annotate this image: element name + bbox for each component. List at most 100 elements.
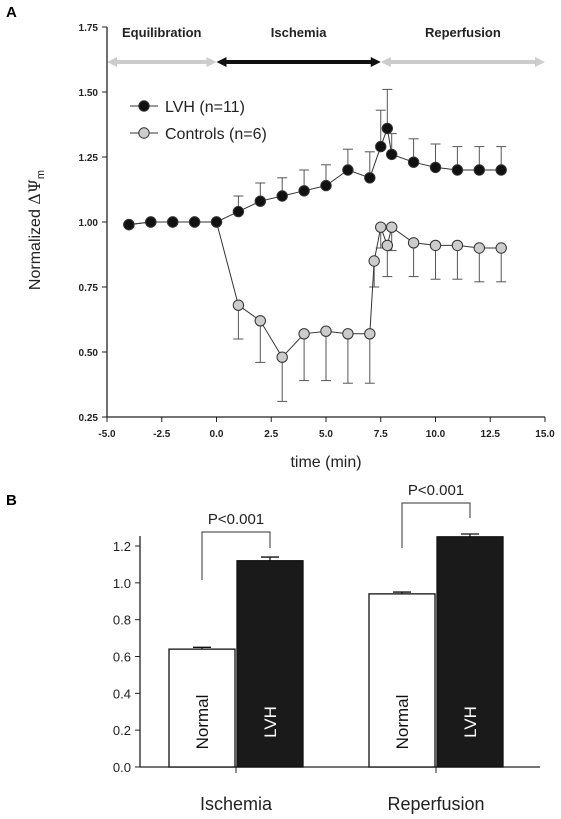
panel-b-bar-chart: 0.0 0.2 0.4 0.6 0.8 1.0 1.2 Ischemia Reperfusion… [113,482,540,814]
y-tick-label: 1.50 [79,88,99,99]
data-point [232,299,245,311]
p-value-ischemia: P<0.001 [208,511,264,528]
y-tick-label: 0.0 [113,760,131,775]
y-tick-label: 1.2 [113,539,131,554]
series-line [128,221,502,359]
significance-bracket-ischemia [201,531,271,580]
phase-label-ischemia: Ischemia [271,25,327,40]
data-point [381,122,394,135]
y-tick-label: 0.6 [113,650,131,665]
data-point [429,239,442,252]
legend-marker [138,100,150,112]
data-point [276,351,288,363]
x-tick-label: 5.0 [319,429,333,440]
data-point [451,164,464,176]
data-point [375,140,387,153]
bar-reperfusion-normal [368,593,436,768]
x-tick-label: 0.0 [210,429,224,440]
data-point [123,218,135,231]
y-tick-label: 0.2 [113,723,131,738]
x-tick-label: 2.5 [264,429,278,440]
bar-reperfusion-lvh [436,536,504,768]
y-tick-label: 0.4 [113,686,131,701]
bar-label-ischemia-normal: Normal [193,695,212,750]
data-point [298,185,310,197]
data-point [145,216,157,228]
phase-arrow-ischemia [216,57,381,67]
data-point [473,164,485,176]
data-point [188,216,201,228]
data-point [451,239,464,252]
data-point [298,328,310,340]
panel-a-legend: LVH (n=11) Controls (n=6) [130,99,267,143]
p-value-reperfusion: P<0.001 [408,482,464,499]
data-point [320,179,332,192]
y-tick-label: 0.25 [79,413,99,424]
panel-a-axes: 0.25 0.50 0.75 1.00 1.25 1.50 1.75 -5.0 -2.5 0.0 2… [79,23,556,440]
data-point [210,216,223,228]
panel-b-axes: 0.0 0.2 0.4 0.6 0.8 1.0 1.2 Ischemia Reperfusion [113,536,540,814]
panel-a-series [123,88,507,402]
y-tick-label: 0.75 [79,283,99,294]
series-controls [123,216,507,402]
data-point [429,161,442,174]
panel-b-bars: Normal LVH Normal LVH P<0.001 P<0.001 [168,482,504,768]
legend-marker [138,127,150,139]
x-tick-label: 7.5 [374,429,388,440]
bar-label-reperfusion-normal: Normal [393,695,412,750]
data-point [320,325,332,337]
data-point [495,164,507,176]
bar-label-ischemia-lvh: LVH [261,706,280,738]
x-tick-label: 12.5 [481,429,501,440]
legend-entry: LVH (n=11) [165,99,245,116]
bar-label-reperfusion-lvh: LVH [461,706,480,738]
y-tick-label: 1.0 [113,576,131,591]
x-tick-label: 10.0 [426,429,446,440]
group-label-reperfusion: Reperfusion [387,794,484,814]
data-point [254,195,266,207]
phase-arrow-reperfusion [380,57,545,67]
phase-label-equilibration: Equilibration [122,25,202,40]
data-point [495,242,507,254]
bar-ischemia-lvh [236,560,304,768]
x-axis-title: time (min) [290,454,361,471]
data-point [364,328,376,340]
y-axis-title-main: Normalized [27,205,44,290]
data-point [167,216,179,228]
phase-arrows: Equilibration Ischemia Reperfusion [107,25,545,67]
bar-ischemia-normal [168,648,236,768]
data-point [342,328,354,340]
panel-b-letter: B [6,492,17,509]
series-lvh [123,88,507,231]
data-point [386,148,398,161]
y-tick-label: 0.50 [79,348,99,359]
y-axis-title-symbol: ΔΨ [25,179,44,205]
y-tick-label: 1.25 [79,153,99,164]
x-tick-label: -2.5 [153,429,171,440]
data-point [232,205,245,218]
data-point [386,221,398,233]
x-tick-label: -5.0 [98,429,116,440]
x-tick-label: 15.0 [535,429,555,440]
data-point [368,255,380,267]
phase-arrow-equilibration [107,57,217,67]
data-point [364,172,376,184]
y-axis-title-subscript: m [35,170,47,179]
panel-a-line-chart: Equilibration Ischemia Reperfusion 0.25 0.5… [25,23,555,471]
legend-entry: Controls (n=6) [165,126,267,143]
data-point [473,242,485,254]
data-point [342,164,354,176]
data-point [407,237,420,249]
data-point [407,156,420,168]
data-point [375,221,387,233]
y-axis-title: Normalized ΔΨm [25,170,47,290]
panel-a-letter: A [6,4,17,21]
y-tick-label: 0.8 [113,613,131,628]
data-point [276,190,288,202]
y-tick-label: 1.75 [79,23,99,34]
data-point [254,315,266,327]
significance-bracket-reperfusion [401,502,471,548]
phase-label-reperfusion: Reperfusion [425,25,501,40]
group-label-ischemia: Ischemia [200,794,273,814]
